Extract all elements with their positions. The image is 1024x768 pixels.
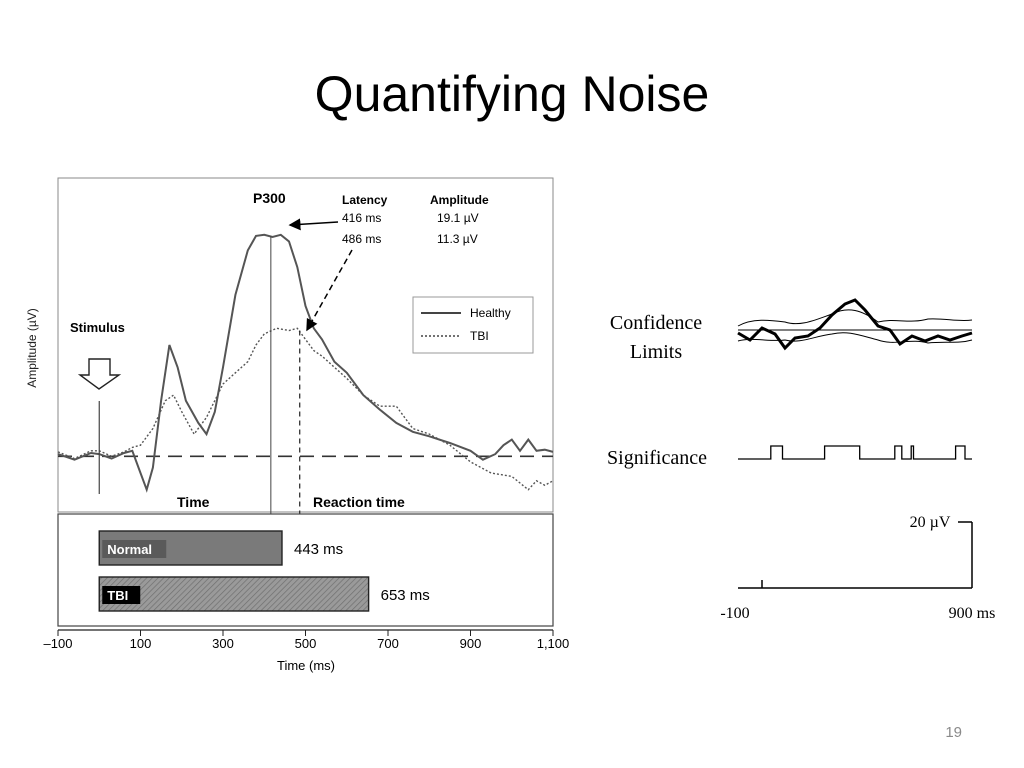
x-tick-label: 100 — [130, 636, 152, 651]
erp-waveform — [737, 298, 973, 351]
reaction-time-panel: Normal 443 ms TBI 653 ms — [57, 513, 554, 627]
time-axis-start-label: -100 — [720, 605, 749, 622]
x-tick-label: –100 — [44, 636, 73, 651]
healthy-amplitude-value: 19.1 µV — [437, 211, 479, 225]
upper-confidence-limit — [737, 309, 973, 327]
significance-trace — [738, 445, 972, 460]
reaction-bar-tag-normal — [102, 540, 167, 558]
x-tick-label: 700 — [377, 636, 399, 651]
x-axis-label: Time (ms) — [277, 658, 335, 673]
legend-healthy-label: Healthy — [470, 306, 511, 320]
confidence-figure: Confidence Limits Significance 20 µV -10… — [607, 298, 996, 622]
tbi-peak-arrow — [306, 249, 353, 332]
reaction-time-bars: Normal 443 ms TBI 653 ms — [98, 530, 430, 612]
legend-box — [412, 296, 534, 354]
time-axis-end-label: 900 ms — [949, 605, 996, 622]
slide-number: 19 — [945, 724, 962, 741]
slide-title: Quantifying Noise — [314, 66, 710, 122]
series-healthy-line — [57, 233, 554, 493]
tbi-latency-value: 486 ms — [342, 232, 381, 246]
x-tick-label: 500 — [295, 636, 317, 651]
series-tbi-line — [57, 327, 554, 491]
tbi-amplitude-value: 11.3 µV — [437, 232, 478, 246]
time-label: Time — [177, 494, 210, 510]
x-axis-ticks: –100 100 300 500 700 900 1,100 — [44, 630, 570, 651]
reaction-bar-label-tbi: TBI — [107, 588, 128, 603]
y-axis-label: Amplitude (µV) — [25, 308, 39, 388]
reaction-bar-value-normal: 443 ms — [294, 541, 343, 558]
confidence-limits-label-line1: Confidence — [610, 312, 702, 334]
amplitude-header: Amplitude — [430, 193, 489, 207]
reaction-time-label: Reaction time — [313, 494, 405, 510]
erp-chart: Amplitude (µV) P300 Latency Amplitude 41… — [25, 177, 554, 578]
erp-series-group — [57, 233, 554, 493]
reaction-bar-label-normal: Normal — [107, 542, 152, 557]
significance-label: Significance — [607, 447, 707, 469]
scale-bar-label: 20 µV — [910, 514, 951, 531]
x-axis: –100 100 300 500 700 900 1,100 Time (ms) — [44, 629, 570, 673]
stimulus-arrow-icon — [77, 358, 122, 390]
x-tick-label: 1,100 — [537, 636, 570, 651]
reaction-bar-tag-tbi — [102, 586, 141, 604]
healthy-peak-arrow — [288, 218, 339, 231]
stimulus-label: Stimulus — [70, 320, 125, 335]
latency-header: Latency — [342, 193, 388, 207]
confidence-limits-label-line2: Limits — [630, 341, 682, 363]
p300-label: P300 — [253, 190, 286, 206]
legend-tbi-label: TBI — [470, 329, 489, 343]
x-tick-label: 300 — [212, 636, 234, 651]
x-tick-label: 900 — [460, 636, 482, 651]
reaction-bar-tbi — [98, 576, 370, 612]
healthy-latency-value: 416 ms — [342, 211, 381, 225]
reaction-bar-value-tbi: 653 ms — [381, 587, 430, 604]
legend: Healthy TBI — [412, 296, 534, 354]
